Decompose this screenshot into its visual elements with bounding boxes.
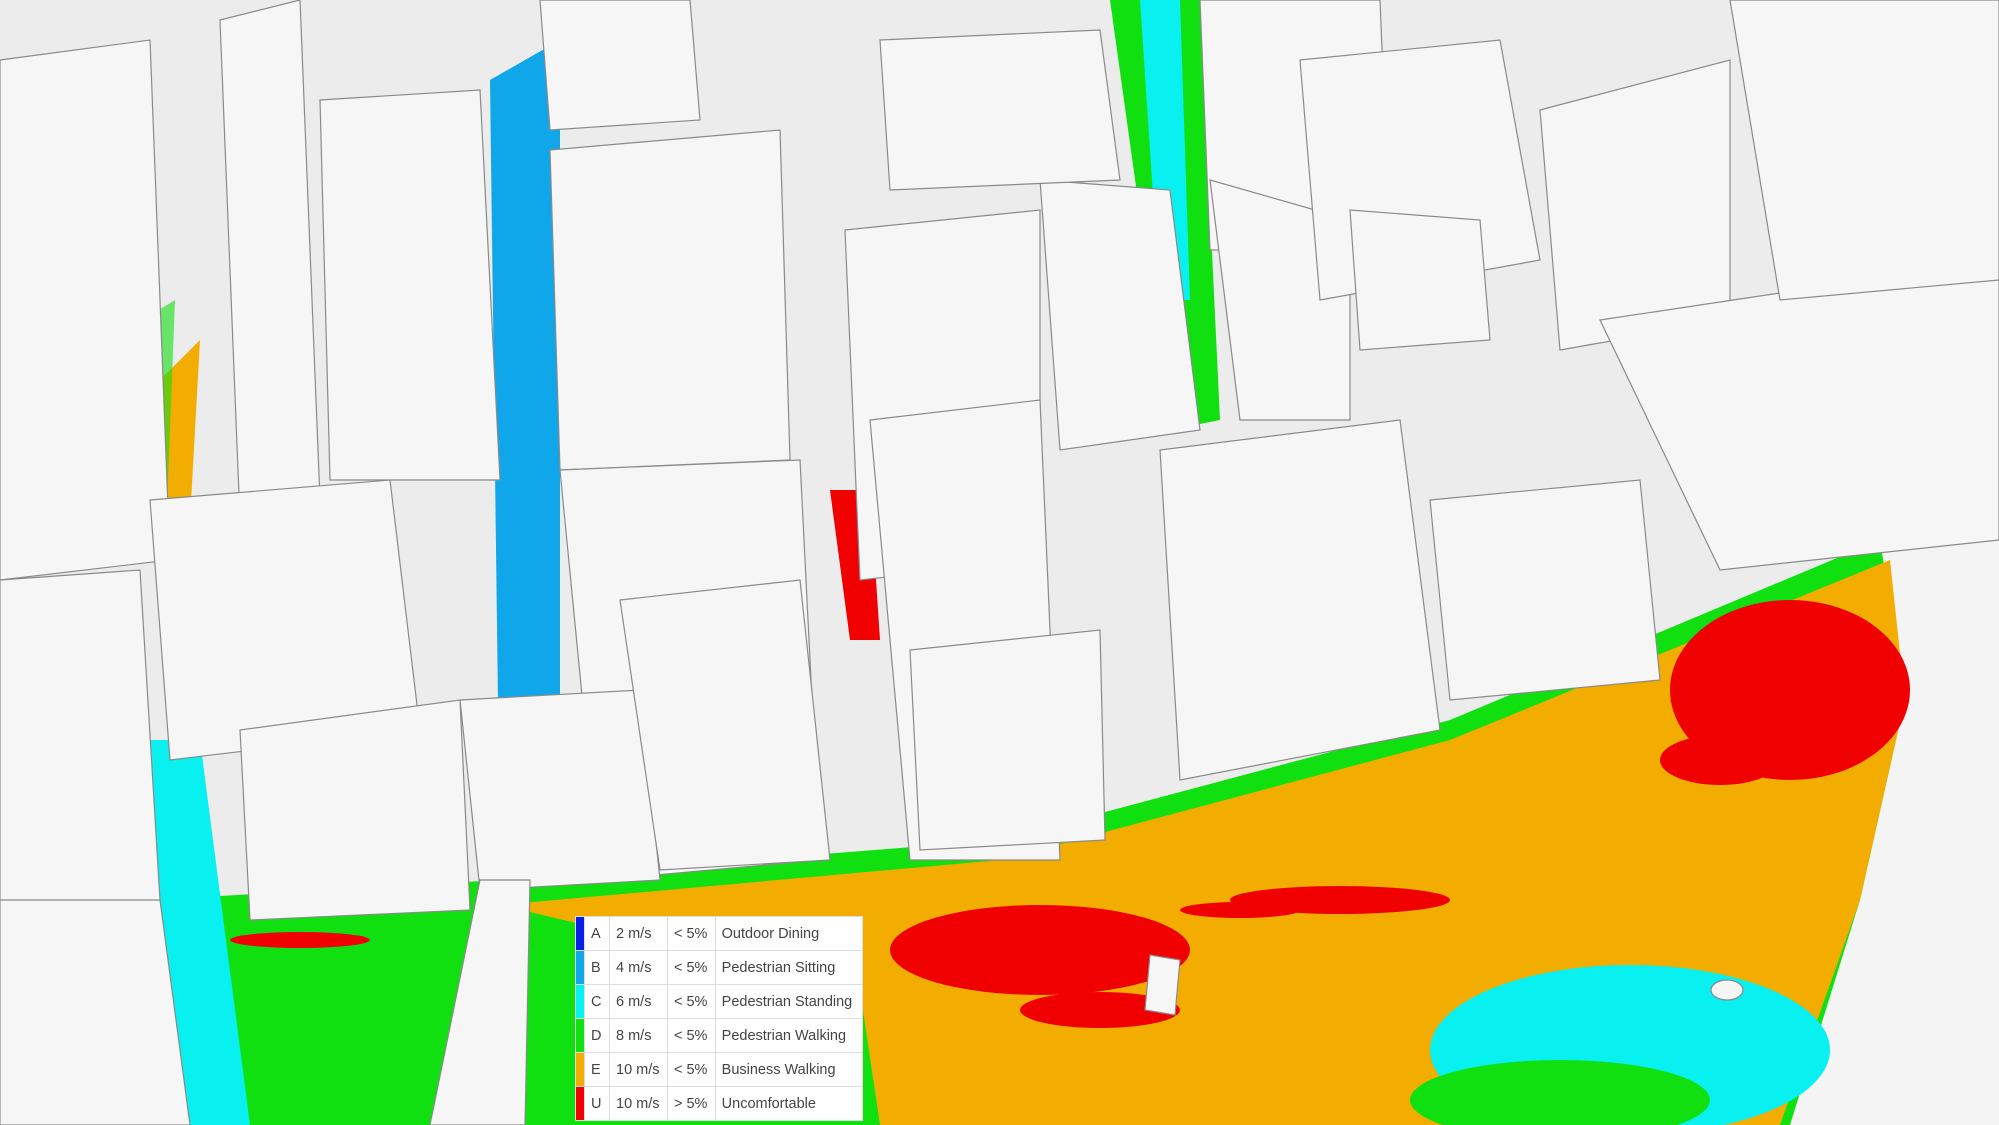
legend-swatch-a <box>575 916 585 951</box>
legend-code: C <box>584 984 610 1019</box>
legend-speed: 10 m/s <box>609 1052 668 1087</box>
legend-exceedance: < 5% <box>666 1052 716 1087</box>
legend-row-e: E 10 m/s < 5% Business Walking <box>575 1052 864 1087</box>
legend-speed: 4 m/s <box>609 950 668 985</box>
legend-exceedance: < 5% <box>666 950 716 985</box>
legend-label: Pedestrian Standing <box>714 984 864 1019</box>
legend-swatch-e <box>575 1052 585 1087</box>
legend-code: D <box>584 1018 610 1053</box>
legend-row-a: A 2 m/s < 5% Outdoor Dining <box>575 916 864 951</box>
legend-label: Pedestrian Sitting <box>714 950 864 985</box>
legend-exceedance: < 5% <box>666 984 716 1019</box>
legend-code: U <box>584 1086 610 1121</box>
legend-row-c: C 6 m/s < 5% Pedestrian Standing <box>575 984 864 1019</box>
legend-speed: 8 m/s <box>609 1018 668 1053</box>
legend-swatch-c <box>575 984 585 1019</box>
legend-label: Uncomfortable <box>714 1086 864 1121</box>
legend-speed: 2 m/s <box>609 916 668 951</box>
legend-code: E <box>584 1052 610 1087</box>
legend-row-d: D 8 m/s < 5% Pedestrian Walking <box>575 1018 864 1053</box>
legend-label: Business Walking <box>714 1052 864 1087</box>
legend-exceedance: > 5% <box>666 1086 716 1121</box>
legend-row-b: B 4 m/s < 5% Pedestrian Sitting <box>575 950 864 985</box>
legend-exceedance: < 5% <box>666 1018 716 1053</box>
wind-comfort-legend: A 2 m/s < 5% Outdoor Dining B 4 m/s < 5%… <box>575 916 864 1121</box>
legend-swatch-u <box>575 1086 585 1121</box>
legend-swatch-d <box>575 1018 585 1053</box>
legend-exceedance: < 5% <box>666 916 716 951</box>
legend-label: Outdoor Dining <box>714 916 864 951</box>
legend-code: A <box>584 916 610 951</box>
legend-swatch-b <box>575 950 585 985</box>
legend-speed: 10 m/s <box>609 1086 668 1121</box>
legend-row-u: U 10 m/s > 5% Uncomfortable <box>575 1086 864 1121</box>
legend-speed: 6 m/s <box>609 984 668 1019</box>
legend-label: Pedestrian Walking <box>714 1018 864 1053</box>
legend-code: B <box>584 950 610 985</box>
